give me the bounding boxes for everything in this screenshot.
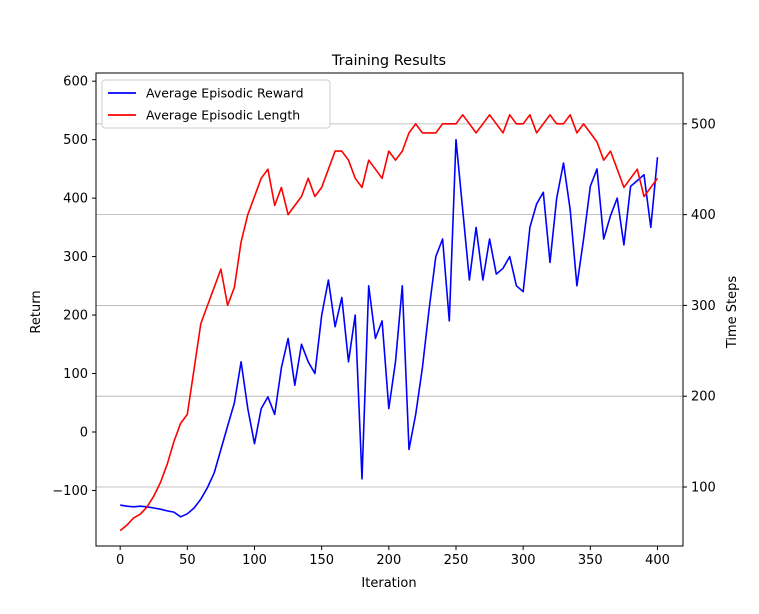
- left-y-tick-label: 600: [63, 75, 88, 90]
- x-axis-label: Iteration: [361, 576, 416, 591]
- x-tick-label: 50: [179, 553, 196, 568]
- x-tick-label: 250: [444, 553, 469, 568]
- left-y-tick-label: 200: [63, 309, 88, 324]
- x-tick-label: 350: [578, 553, 603, 568]
- x-tick-label: 100: [242, 553, 267, 568]
- legend: Average Episodic Reward Average Episodic …: [101, 79, 331, 129]
- right-y-tick-label: 200: [691, 390, 716, 405]
- left-y-axis: −100 0 100 200 300 400 500 600: [52, 75, 96, 499]
- plot-area-frame: [95, 72, 684, 547]
- grid-lines: [96, 123, 683, 488]
- x-tick-label: 400: [645, 553, 670, 568]
- left-y-tick-label: −100: [52, 484, 88, 499]
- x-tick-label: 0: [116, 553, 124, 568]
- left-y-tick-label: 500: [63, 133, 88, 148]
- length-series-line: [119, 114, 659, 532]
- x-tick-label: 300: [511, 553, 536, 568]
- right-y-tick-label: 400: [691, 208, 716, 223]
- legend-label: Average Episodic Reward: [146, 86, 304, 101]
- right-y-tick-label: 100: [691, 480, 716, 495]
- x-tick-label: 150: [309, 553, 334, 568]
- right-y-tick-label: 500: [691, 117, 716, 132]
- legend-box: [101, 79, 331, 129]
- x-axis: 0 50 100 150 200 250 300 350 400: [116, 546, 670, 568]
- right-y-tick-label: 300: [691, 299, 716, 314]
- right-y-axis-label: Time Steps: [725, 276, 740, 350]
- left-y-tick-label: 300: [63, 250, 88, 265]
- left-y-tick-label: 100: [63, 367, 88, 382]
- right-y-axis: 100 200 300 400 500: [683, 117, 716, 495]
- x-tick-label: 200: [376, 553, 401, 568]
- left-y-axis-label: Return: [29, 290, 44, 333]
- series-layer: [119, 114, 659, 532]
- reward-series-line: [120, 138, 659, 518]
- chart-title: Training Results: [331, 53, 446, 69]
- left-y-tick-label: 0: [80, 425, 88, 440]
- left-y-tick-label: 400: [63, 192, 88, 207]
- legend-label: Average Episodic Length: [146, 108, 300, 123]
